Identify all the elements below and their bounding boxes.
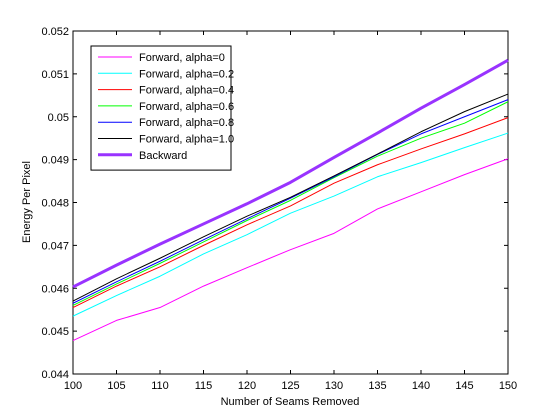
y-tick-label: 0.048 [41, 198, 69, 210]
y-tick-label: 0.047 [41, 240, 69, 252]
series-line-2 [72, 117, 509, 308]
x-tick-label: 120 [238, 380, 256, 392]
legend-label: Forward, alpha=1.0 [139, 134, 234, 146]
series-line-4 [72, 99, 509, 304]
series-group [72, 58, 509, 342]
y-tick-label: 0.052 [41, 26, 69, 38]
series-line-6 [72, 58, 509, 289]
x-tick-label: 105 [107, 380, 125, 392]
legend-label: Forward, alpha=0 [139, 52, 225, 64]
x-tick-label: 145 [455, 380, 473, 392]
x-tick-label: 115 [195, 380, 213, 392]
axis-ticks: 100 105 110 115 120 125 130 135 140 145 150 0.044 0.… [41, 26, 517, 392]
x-tick-label: 125 [281, 380, 299, 392]
series-line-3 [72, 101, 509, 306]
legend: Forward, alpha=0 Forward, alpha=0.2 Forwar… [90, 45, 234, 171]
y-tick-label: 0.044 [41, 369, 69, 381]
x-tick-label: 110 [151, 380, 169, 392]
legend-label: Forward, alpha=0.6 [139, 101, 234, 113]
x-tick-label: 135 [368, 380, 386, 392]
legend-label: Forward, alpha=0.2 [139, 68, 234, 80]
x-tick-label: 140 [412, 380, 430, 392]
x-tick-label: 130 [325, 380, 343, 392]
series-line-0 [72, 158, 509, 342]
legend-label: Forward, alpha=0.4 [139, 85, 234, 97]
x-tick-label: 150 [499, 380, 517, 392]
y-axis-label: Energy Per Pixel [21, 161, 33, 243]
y-tick-label: 0.046 [41, 283, 69, 295]
legend-box [90, 45, 232, 171]
y-tick-label: 0.049 [41, 155, 69, 167]
series-line-1 [72, 132, 509, 317]
y-tick-label: 0.05 [48, 112, 69, 124]
x-axis-label: Number of Seams Removed [221, 396, 360, 408]
legend-label: Backward [139, 150, 187, 162]
y-tick-label: 0.045 [41, 326, 69, 338]
series-line-5 [72, 93, 509, 302]
x-tick-label: 100 [64, 380, 82, 392]
y-tick-label: 0.051 [41, 69, 69, 81]
legend-label: Forward, alpha=0.8 [139, 117, 234, 129]
